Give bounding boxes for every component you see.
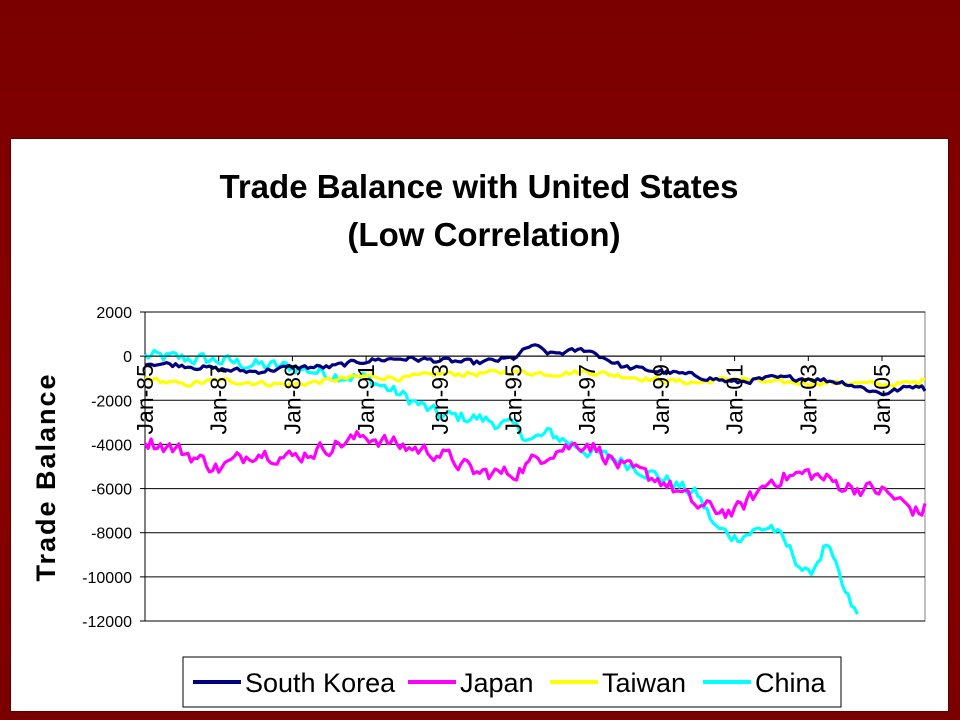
legend: South Korea Japan Taiwan China	[182, 656, 842, 708]
x-tick-label: Jan-93	[427, 364, 453, 434]
y-tick-label: -12000	[82, 614, 132, 631]
x-tick-label: Jan-89	[279, 364, 305, 434]
x-tick-label: Jan-05	[869, 364, 895, 434]
x-tick-label: Jan-91	[353, 364, 379, 434]
plot-area: 2000 0 -2000 -4000 -6000 -8000 -10000 -12000 Jan…	[82, 305, 927, 631]
legend-label: South Korea	[245, 668, 396, 698]
y-tick-label: -6000	[91, 482, 132, 499]
x-tick-label: Jan-03	[795, 364, 821, 434]
chart-subtitle: (Low Correlation)	[347, 216, 620, 253]
chart-panel: Trade Balance with United States (Low Co…	[10, 138, 949, 712]
y-tick-label: -4000	[91, 437, 132, 454]
legend-label: China	[755, 668, 827, 698]
series-line-south-korea	[144, 343, 927, 397]
x-tick-label: Jan-85	[132, 364, 158, 434]
x-tick-label: Jan-95	[501, 364, 527, 434]
x-tick-label: Jan-97	[574, 364, 600, 434]
chart-svg: Trade Balance with United States (Low Co…	[31, 168, 927, 708]
series-line-taiwan	[144, 368, 926, 389]
y-tick-label: 0	[123, 349, 132, 366]
series-line-china	[143, 348, 859, 615]
series-line-japan	[143, 430, 927, 519]
y-tick-label: -2000	[91, 393, 132, 410]
y-axis-label: Trade Balance	[31, 372, 61, 581]
x-tick-label: Jan-99	[648, 364, 674, 434]
legend-label: Japan	[460, 668, 534, 698]
chart-title: Trade Balance with United States	[220, 168, 739, 205]
x-tick-label: Jan-01	[722, 364, 748, 434]
x-tick-label: Jan-87	[206, 364, 232, 434]
y-tick-label: -8000	[91, 526, 132, 543]
legend-label: Taiwan	[602, 668, 686, 698]
y-tick-label: -10000	[82, 570, 132, 587]
y-tick-label: 2000	[96, 305, 132, 322]
